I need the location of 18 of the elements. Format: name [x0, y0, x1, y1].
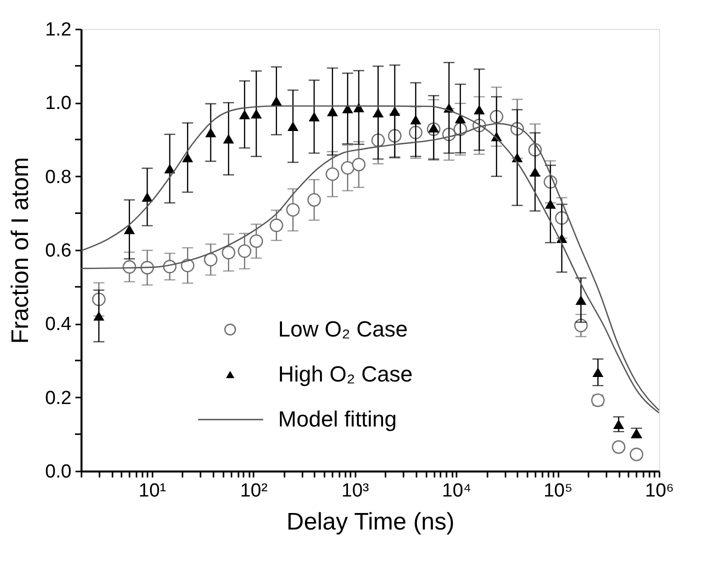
- x-axis-title: Delay Time (ns): [286, 508, 455, 536]
- x-tick-label: 10²: [240, 480, 268, 502]
- y-tick-label: 1.2: [45, 20, 72, 40]
- x-tick-label: 10⁵: [544, 480, 573, 502]
- x-tick-label: 10³: [342, 480, 369, 502]
- legend-label: Model fitting: [278, 406, 397, 432]
- y-tick-label: 0.2: [45, 388, 72, 409]
- y-tick-label: 0.4: [45, 314, 72, 336]
- y-tick-label: 1.0: [45, 93, 72, 114]
- x-tick-label: 10⁶: [645, 480, 674, 502]
- y-axis-title: Fraction of I atom: [7, 157, 34, 344]
- y-tick-label: 0.6: [45, 240, 72, 262]
- y-tick-label: 0.0: [45, 462, 72, 482]
- legend-label: High O₂ Case: [278, 362, 413, 387]
- y-tick-label: 0.8: [45, 166, 72, 188]
- legend-label: Low O₂ Case: [278, 316, 408, 342]
- x-tick-label: 10⁴: [442, 480, 472, 502]
- x-tick-label: 10¹: [138, 480, 166, 502]
